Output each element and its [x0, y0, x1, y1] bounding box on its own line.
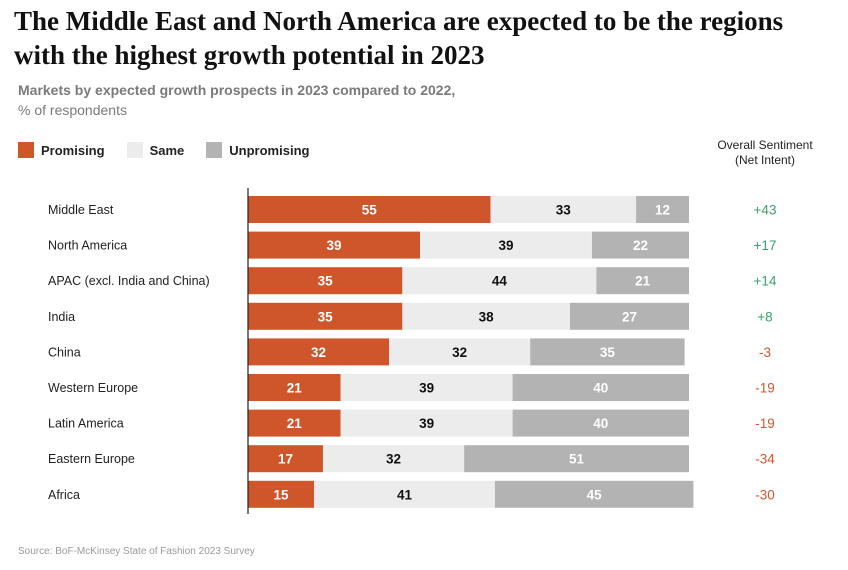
data-label-western-europe-same: 39 — [419, 381, 434, 396]
subtitle-line-1: Markets by expected growth prospects in … — [18, 82, 456, 98]
data-label-india-same: 38 — [479, 309, 495, 324]
bar-latin-america-promising — [248, 409, 341, 437]
bar-western-europe-unpromising — [512, 374, 689, 401]
legend-item-unpromising: Unpromising — [206, 142, 309, 158]
bar-china-same — [389, 338, 531, 366]
bar-western-europe-promising — [248, 374, 341, 401]
data-label-india-unpromising: 27 — [622, 309, 637, 324]
bar-china-promising — [248, 338, 390, 366]
data-label-north-america-same: 39 — [498, 238, 513, 253]
category-label-north-america: North America — [48, 239, 127, 253]
data-label-africa-promising: 15 — [274, 487, 290, 502]
category-label-china: China — [48, 345, 81, 359]
bar-latin-america-same — [340, 409, 513, 437]
net-intent-africa: -30 — [755, 487, 775, 502]
data-label-apac-excl-india-and-china-unpromising: 21 — [635, 274, 651, 289]
category-label-western-europe: Western Europe — [48, 381, 138, 395]
data-label-china-promising: 32 — [311, 345, 326, 360]
bar-apac-excl-india-and-china-same — [402, 267, 597, 295]
data-label-western-europe-promising: 21 — [287, 381, 303, 396]
category-label-apac-excl-india-and-china: APAC (excl. India and China) — [48, 274, 210, 288]
bar-north-america-same — [419, 231, 592, 259]
subtitle-line-2: % of respondents — [18, 102, 127, 118]
legend-swatch-unpromising — [206, 142, 223, 158]
bar-apac-excl-india-and-china-unpromising — [596, 267, 689, 295]
data-label-eastern-europe-same: 32 — [386, 452, 401, 467]
data-label-north-america-unpromising: 22 — [633, 238, 648, 253]
bar-north-america-promising — [248, 231, 420, 259]
bar-africa-promising — [248, 480, 315, 508]
legend-label-promising: Promising — [41, 142, 105, 158]
data-label-western-europe-unpromising: 40 — [593, 381, 608, 396]
data-label-eastern-europe-unpromising: 51 — [569, 452, 585, 467]
data-label-eastern-europe-promising: 17 — [278, 452, 293, 467]
bar-middle-east-unpromising — [636, 196, 689, 223]
category-label-india: India — [48, 310, 75, 324]
sentiment-header-line-2: (Net Intent) — [734, 153, 796, 167]
bar-eastern-europe-same — [322, 445, 465, 473]
stacked-bar-chart: Middle East 55 33 12 +43 North America 39 39 22 +… — [48, 188, 777, 514]
net-intent-latin-america: -19 — [755, 416, 775, 431]
legend-item-promising: Promising — [18, 142, 105, 158]
data-label-china-same: 32 — [452, 345, 467, 360]
bar-eastern-europe-unpromising — [464, 445, 689, 473]
data-label-china-unpromising: 35 — [600, 345, 616, 360]
bar-africa-same — [314, 480, 495, 508]
bar-africa-unpromising — [494, 480, 694, 508]
data-label-latin-america-same: 39 — [419, 416, 434, 431]
bar-north-america-unpromising — [591, 231, 689, 259]
category-label-middle-east: Middle East — [48, 203, 114, 217]
data-label-latin-america-promising: 21 — [287, 416, 303, 431]
net-intent-india: +8 — [757, 309, 772, 324]
data-label-apac-excl-india-and-china-promising: 35 — [318, 274, 334, 289]
data-label-north-america-promising: 39 — [326, 238, 341, 253]
chart-title: The Middle East and North America are ex… — [14, 6, 784, 70]
data-label-latin-america-unpromising: 40 — [593, 416, 608, 431]
data-label-africa-same: 41 — [397, 487, 413, 502]
bar-eastern-europe-promising — [248, 445, 323, 473]
category-label-latin-america: Latin America — [48, 417, 124, 431]
category-label-africa: Africa — [48, 488, 80, 502]
data-label-middle-east-promising: 55 — [362, 203, 378, 218]
data-label-india-promising: 35 — [318, 309, 334, 324]
bar-middle-east-promising — [248, 196, 491, 223]
net-intent-eastern-europe: -34 — [755, 452, 775, 467]
bar-latin-america-unpromising — [512, 409, 689, 437]
bar-india-promising — [248, 302, 403, 330]
bar-india-same — [402, 302, 570, 330]
data-label-apac-excl-india-and-china-same: 44 — [492, 274, 508, 289]
data-label-middle-east-same: 33 — [556, 203, 572, 218]
legend: Promising Same Unpromising — [18, 141, 331, 159]
data-label-middle-east-unpromising: 12 — [655, 203, 670, 218]
bar-apac-excl-india-and-china-promising — [248, 267, 403, 295]
bar-middle-east-same — [490, 196, 637, 223]
legend-swatch-promising — [18, 142, 34, 158]
category-label-eastern-europe: Eastern Europe — [48, 452, 135, 466]
sentiment-header-line-1: Overall Sentiment — [717, 138, 813, 152]
net-intent-apac-excl-india-and-china: +14 — [754, 274, 777, 289]
net-intent-western-europe: -19 — [755, 381, 775, 396]
net-intent-china: -3 — [759, 345, 771, 360]
chart-subtitle: Markets by expected growth prospects in … — [18, 80, 618, 120]
legend-label-unpromising: Unpromising — [229, 142, 310, 158]
bar-india-unpromising — [569, 302, 689, 330]
bar-china-unpromising — [530, 338, 685, 366]
sentiment-header: Overall Sentiment (Net Intent) — [705, 138, 825, 168]
bar-western-europe-same — [340, 374, 513, 401]
legend-swatch-same — [126, 142, 143, 158]
source-note: Source: BoF-McKinsey State of Fashion 20… — [18, 546, 255, 557]
legend-item-same: Same — [126, 142, 185, 158]
net-intent-north-america: +17 — [754, 238, 777, 253]
data-label-africa-unpromising: 45 — [587, 487, 603, 502]
legend-label-same: Same — [149, 142, 185, 158]
net-intent-middle-east: +43 — [754, 203, 777, 218]
